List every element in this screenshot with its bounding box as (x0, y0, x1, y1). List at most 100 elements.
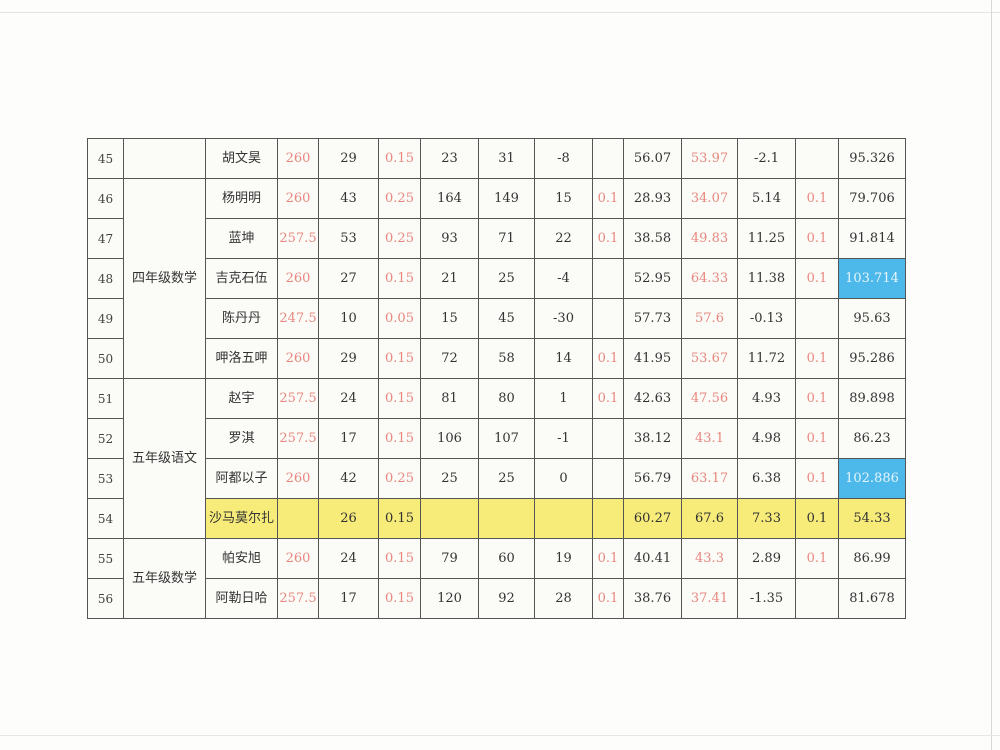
table-cell: 53.67 (681, 338, 738, 379)
table-cell: 58 (478, 338, 535, 379)
table-cell: 0.1 (592, 178, 624, 219)
table-cell: 95.286 (838, 338, 906, 379)
table-cell: 43 (318, 178, 379, 219)
table-cell: 49.83 (681, 218, 738, 259)
table-cell: 0.1 (795, 258, 839, 299)
student-name: 赵宇 (205, 378, 278, 419)
table-cell: 0.15 (378, 578, 421, 619)
table-cell: 29 (318, 138, 379, 179)
table-cell (277, 498, 319, 539)
table-cell (534, 498, 593, 539)
table-cell (592, 258, 624, 299)
table-row: 51 五年级语文 赵宇 257.5 24 0.15 81 80 1 0.1 42.63 47.56 4.… (87, 378, 906, 539)
table-cell: 102.886 (838, 458, 906, 499)
table-cell: 164 (420, 178, 479, 219)
table-cell: 260 (277, 258, 319, 299)
table-cell: -1.35 (737, 578, 796, 619)
page-edge (0, 735, 1000, 736)
table-cell: 0.1 (592, 538, 624, 579)
table-cell: 257.5 (277, 218, 319, 259)
row-number: 56 (87, 578, 124, 619)
table-cell: -4 (534, 258, 593, 299)
table-row: 48 吉克石伍 260 27 0.15 21 25 -4 52.95 64.33 11.38 0.1 1… (87, 258, 906, 299)
student-name: 杨明明 (205, 178, 278, 219)
table-cell: -8 (534, 138, 593, 179)
table-cell: 31 (478, 138, 535, 179)
table-cell (592, 498, 624, 539)
table-cell: 42 (318, 458, 379, 499)
table-cell (592, 298, 624, 339)
table-cell: 0.1 (795, 338, 839, 379)
student-name: 罗淇 (205, 418, 278, 459)
table-cell: 26 (318, 498, 379, 539)
table-row: 55 五年级数学 帕安旭 260 24 0.15 79 60 19 0.1 40.41 43.3 2.8… (87, 538, 906, 619)
table-cell: 56.79 (623, 458, 682, 499)
table-cell: 53.97 (681, 138, 738, 179)
table-cell: 107 (478, 418, 535, 459)
table-cell: 47.56 (681, 378, 738, 419)
table-cell: 80 (478, 378, 535, 419)
row-number: 52 (87, 418, 124, 459)
table-cell: 0 (534, 458, 593, 499)
table-cell: 79.706 (838, 178, 906, 219)
table-cell: 24 (318, 538, 379, 579)
table-cell: 24 (318, 378, 379, 419)
table-cell: 89.898 (838, 378, 906, 419)
student-name: 帕安旭 (205, 538, 278, 579)
table-cell (795, 298, 839, 339)
table-cell: 25 (478, 258, 535, 299)
table-cell: 27 (318, 258, 379, 299)
table-cell: 260 (277, 458, 319, 499)
table-cell: 0.1 (592, 378, 624, 419)
table-cell: 260 (277, 538, 319, 579)
table-cell: 60.27 (623, 498, 682, 539)
table-cell: 0.1 (795, 218, 839, 259)
table-cell: -1 (534, 418, 593, 459)
table-cell: 0.1 (795, 178, 839, 219)
table-cell (420, 498, 479, 539)
row-number: 49 (87, 298, 124, 339)
table-cell: 10 (318, 298, 379, 339)
table-cell: 21 (420, 258, 479, 299)
table-cell: 0.1 (795, 378, 839, 419)
table-row: 56 阿勒日哈 257.5 17 0.15 120 92 28 0.1 38.76 37.41 -1.… (87, 578, 906, 619)
table-cell: 81.678 (838, 578, 906, 619)
table-cell: 42.63 (623, 378, 682, 419)
table-cell: 45 (478, 298, 535, 339)
table-cell: 120 (420, 578, 479, 619)
table-cell: 257.5 (277, 578, 319, 619)
table-cell: 0.1 (795, 538, 839, 579)
table-cell: 93 (420, 218, 479, 259)
table-cell: 22 (534, 218, 593, 259)
group-label: 五年级数学 (123, 538, 206, 619)
table-cell: 81 (420, 378, 479, 419)
table-cell: 71 (478, 218, 535, 259)
table-cell: 63.17 (681, 458, 738, 499)
table-cell: 0.1 (795, 418, 839, 459)
table-cell: 103.714 (838, 258, 906, 299)
row-number: 55 (87, 538, 124, 579)
table-cell: -2.1 (737, 138, 796, 179)
table-cell: 25 (420, 458, 479, 499)
table-cell: 0.15 (378, 418, 421, 459)
row-number: 47 (87, 218, 124, 259)
table-cell: 0.15 (378, 498, 421, 539)
table-cell: 40.41 (623, 538, 682, 579)
table-cell: 4.98 (737, 418, 796, 459)
table-cell: 260 (277, 338, 319, 379)
student-name: 胡文昊 (205, 138, 278, 179)
table-cell: 60 (478, 538, 535, 579)
table-cell: 7.33 (737, 498, 796, 539)
table-cell: 41.95 (623, 338, 682, 379)
table-cell (478, 498, 535, 539)
table-cell: 57.6 (681, 298, 738, 339)
table-cell: 38.58 (623, 218, 682, 259)
table-cell: 0.05 (378, 298, 421, 339)
table-cell: 95.63 (838, 298, 906, 339)
table-cell: 0.25 (378, 218, 421, 259)
table-cell: 149 (478, 178, 535, 219)
table-row: 54 沙马莫尔扎 26 0.15 60.27 67.6 7.33 0.1 54.33 (87, 498, 906, 539)
table-cell: 11.25 (737, 218, 796, 259)
student-name: 陈丹丹 (205, 298, 278, 339)
table-cell: 17 (318, 578, 379, 619)
